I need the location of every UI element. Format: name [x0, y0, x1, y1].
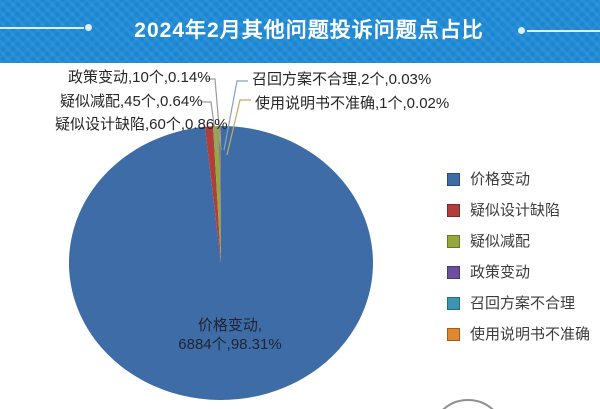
pie-slice-suspected-spec-reduction: [213, 126, 221, 263]
legend-swatch-unreasonable-recall-plan: [447, 296, 460, 310]
pie-slice-suspected-design-defect: [204, 126, 221, 263]
callout-policy-change: 政策变动,10个,0.14%: [68, 69, 211, 86]
leader-line-unreasonable-recall-plan: [223, 80, 248, 151]
banner-left-line: [0, 27, 84, 29]
legend-swatch-policy-change: [447, 265, 460, 279]
pie-slice-price-change: [68, 126, 373, 400]
legend-item-inaccurate-manual: 使用说明书不准确: [447, 325, 591, 343]
banner-left-dot: [85, 24, 92, 31]
legend-swatch-suspected-design-defect: [447, 203, 460, 217]
pie-inside-label-line1: 价格变动,: [197, 317, 263, 334]
legend-label-policy-change: 政策变动: [470, 263, 531, 281]
callout-inaccurate-manual: 使用说明书不准确,1个,0.02%: [255, 95, 450, 112]
leader-line-policy-change: [206, 78, 222, 151]
pie-slice-policy-change: [219, 126, 221, 263]
legend-swatch-inaccurate-manual: [447, 327, 460, 341]
banner-right-line: [527, 30, 600, 32]
legend-label-suspected-spec-reduction: 疑似减配: [470, 232, 531, 250]
page-title: 2024年2月其他问题投诉问题点占比: [134, 19, 484, 42]
callout-unreasonable-recall-plan: 召回方案不合理,2个,0.03%: [252, 71, 432, 88]
leader-line-inaccurate-manual: [226, 99, 251, 156]
title-banner: 2024年2月其他问题投诉问题点占比: [0, 0, 600, 63]
callout-suspected-design-defect: 疑似设计缺陷,60个,0.86%: [55, 116, 228, 133]
legend-item-price-change: 价格变动: [447, 170, 590, 188]
pie-inside-label: 价格变动, 6884个,98.31%: [150, 316, 310, 354]
legend: 价格变动 疑似设计缺陷 疑似减配 政策变动 召回方案不合理 使用说明书不准确: [447, 170, 591, 343]
legend-item-suspected-spec-reduction: 疑似减配: [447, 232, 590, 250]
banner-right-dot: [518, 27, 525, 34]
legend-label-unreasonable-recall-plan: 召回方案不合理: [470, 294, 576, 312]
leader-line-suspected-spec-reduction: [202, 101, 219, 155]
pie-inside-label-line2: 6884个,98.31%: [178, 336, 282, 353]
legend-item-unreasonable-recall-plan: 召回方案不合理: [447, 294, 590, 312]
legend-item-suspected-design-defect: 疑似设计缺陷: [447, 201, 590, 219]
legend-label-inaccurate-manual: 使用说明书不准确: [470, 325, 591, 343]
legend-label-suspected-design-defect: 疑似设计缺陷: [470, 201, 561, 219]
legend-swatch-price-change: [447, 172, 460, 186]
legend-label-price-change: 价格变动: [470, 170, 531, 188]
legend-swatch-suspected-spec-reduction: [447, 234, 460, 248]
callout-suspected-spec-reduction: 疑似减配,45个,0.64%: [60, 93, 203, 110]
legend-item-policy-change: 政策变动: [447, 263, 590, 281]
